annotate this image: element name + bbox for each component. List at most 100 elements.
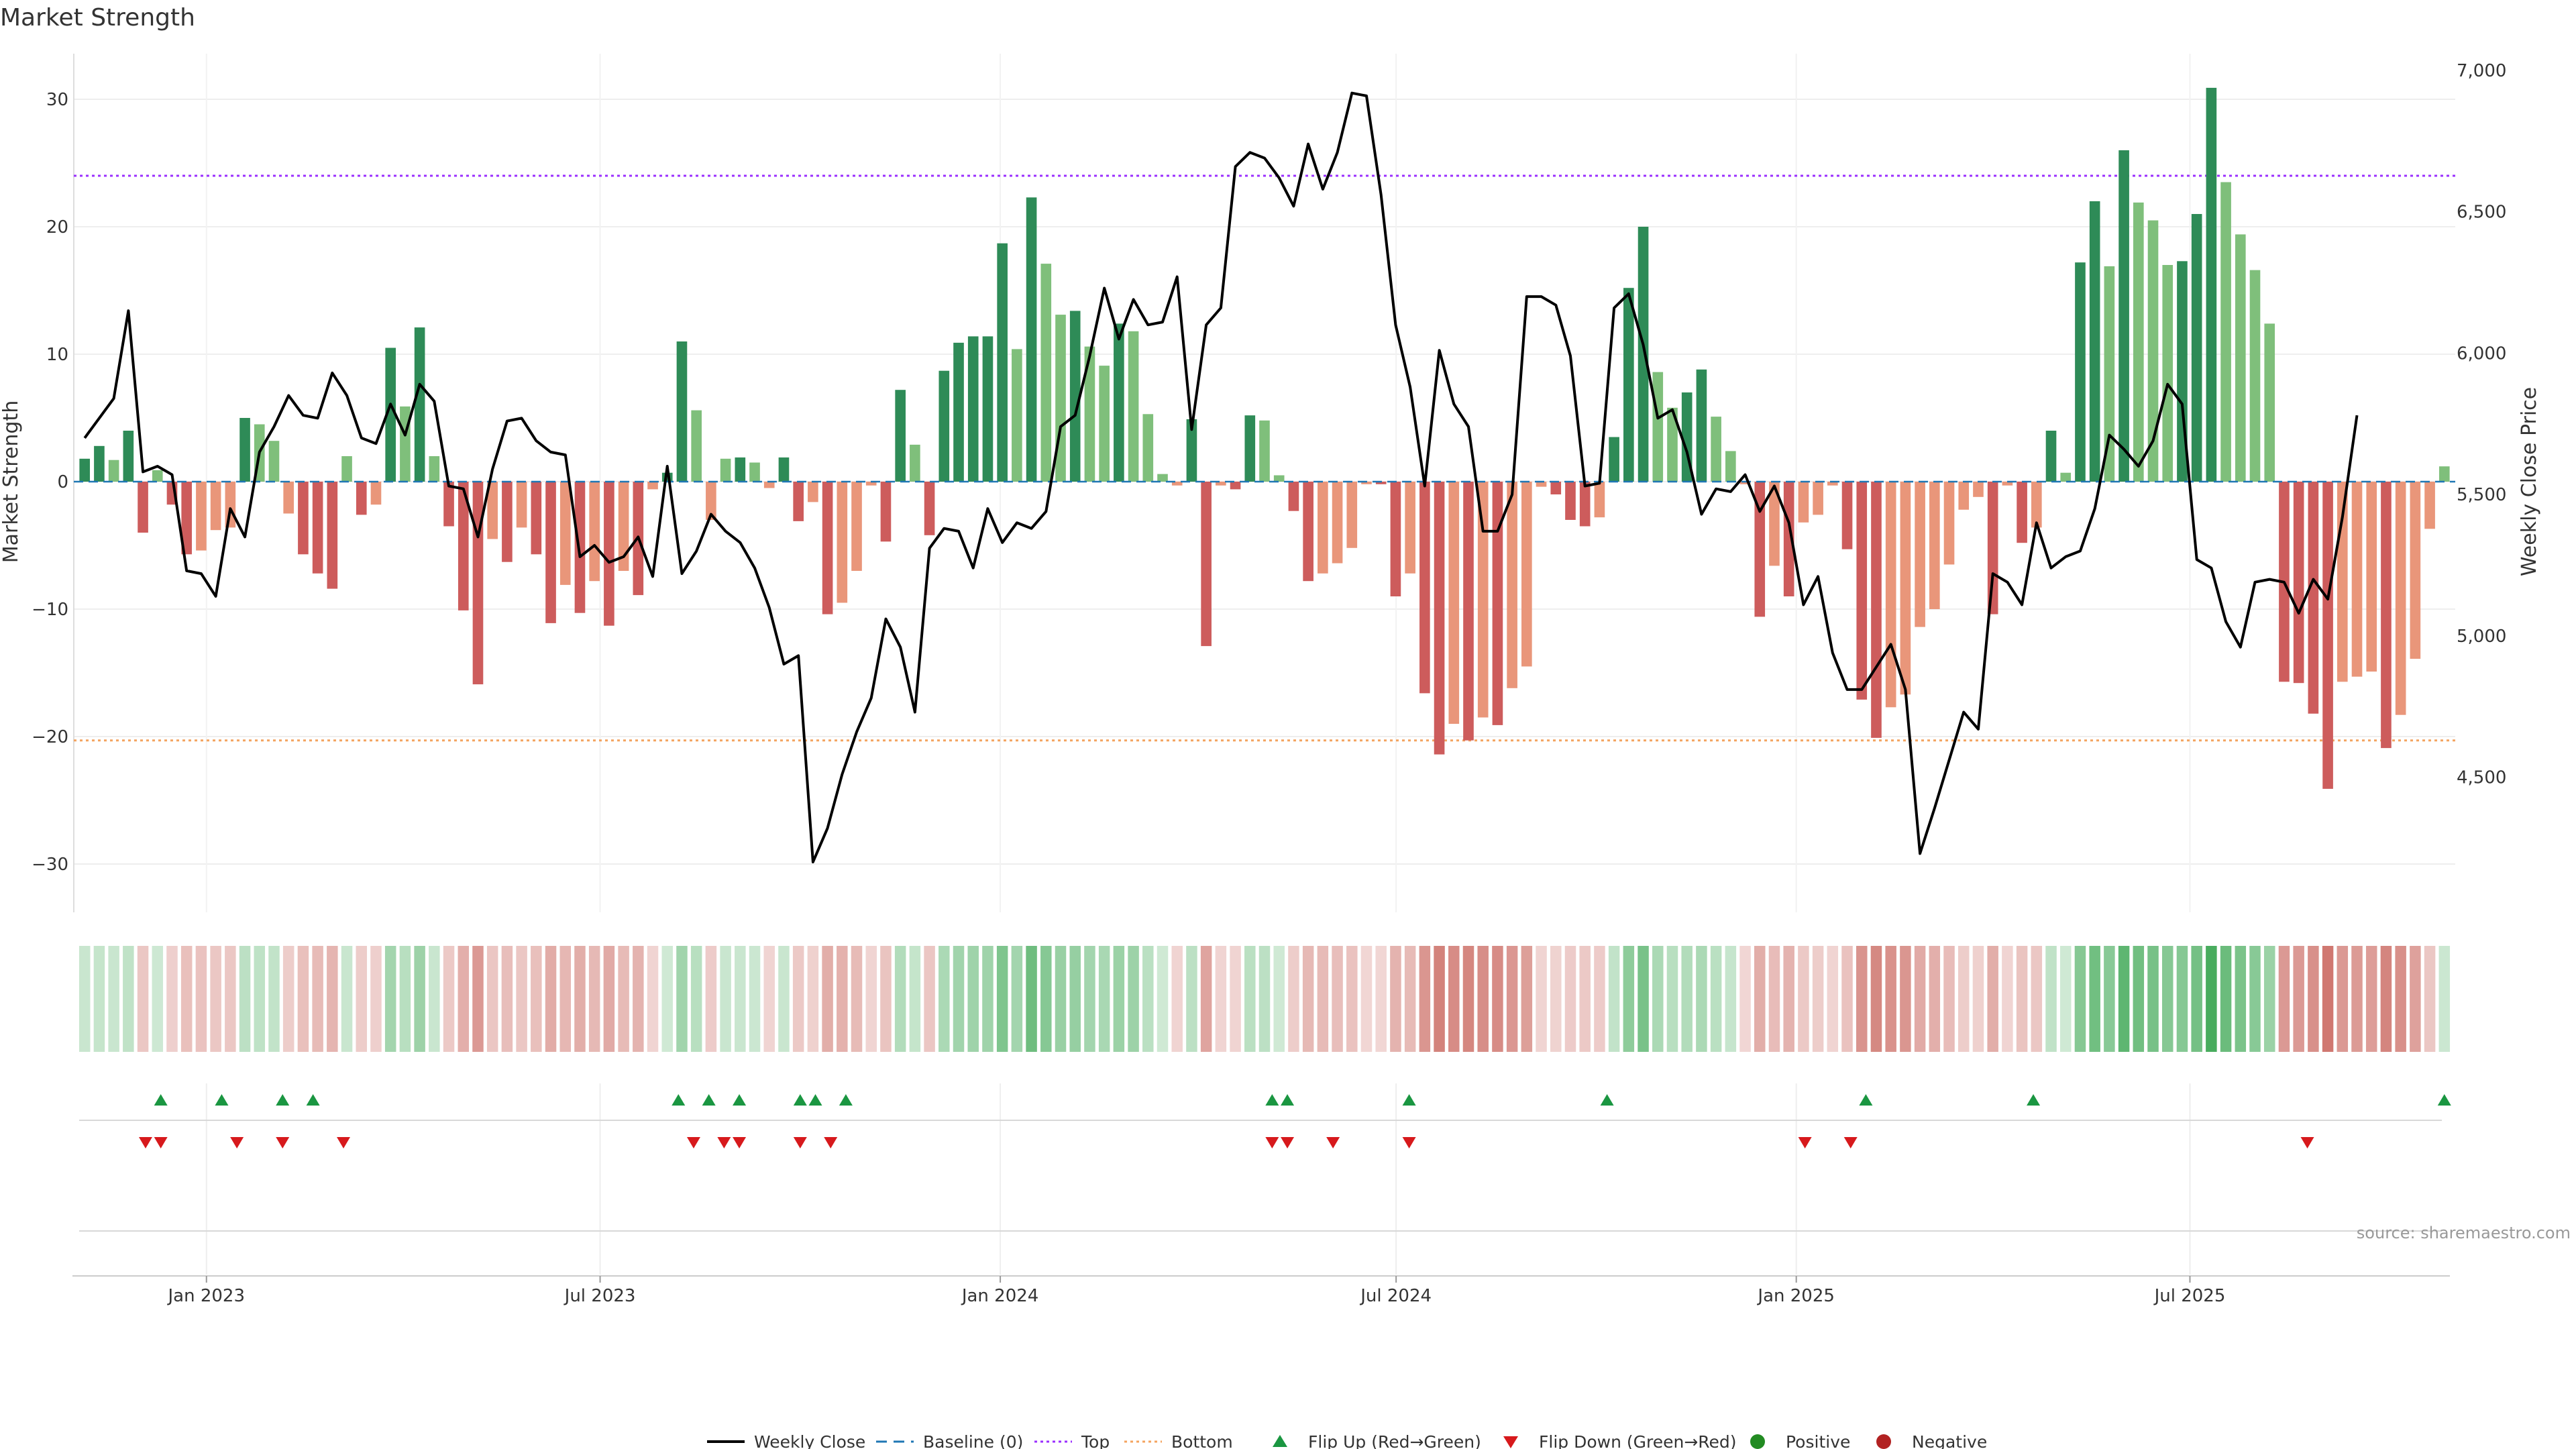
heat-cell: [1404, 946, 1416, 1052]
x-axis-ticks: Jan 2023 Jul 2023 Jan 2024 Jul 2024 Jan 2025…: [167, 1276, 2225, 1306]
heat-cell: [1288, 946, 1299, 1052]
source-note: source: sharemaestro.com: [2357, 1224, 2571, 1242]
heat-cell: [1200, 946, 1212, 1052]
strength-bar: [837, 482, 848, 603]
strength-bar: [2220, 182, 2231, 482]
strength-bar: [2104, 266, 2115, 482]
strength-bar: [1521, 482, 1532, 667]
strength-bar: [2351, 482, 2363, 677]
strength-bar: [1012, 349, 1022, 482]
strength-bar: [910, 444, 920, 482]
heat-cell: [1841, 946, 1853, 1052]
strength-bar: [778, 457, 790, 482]
heat-cell: [2176, 946, 2188, 1052]
legend-circle-icon: [1750, 1434, 1765, 1449]
legend-label: Flip Up (Red→Green): [1308, 1432, 1481, 1449]
chart-title: Market Strength: [0, 4, 195, 32]
flip-up-marker: [1859, 1094, 1873, 1106]
heat-cell: [1798, 946, 1809, 1052]
legend-negative: Negative: [1876, 1432, 1987, 1449]
strength-bar: [429, 456, 440, 482]
legend-label: Top: [1081, 1432, 1110, 1449]
strength-bar: [2366, 482, 2377, 672]
strength-bar: [2206, 87, 2217, 482]
heat-cell: [1142, 946, 1154, 1052]
strength-bar: [1798, 482, 1809, 523]
heat-cell: [414, 946, 425, 1052]
strength-bar: [312, 482, 323, 574]
legend-label: Flip Down (Green→Red): [1539, 1432, 1737, 1449]
strength-bar: [1987, 482, 1998, 614]
heat-cell: [1972, 946, 1984, 1052]
heat-cell: [1098, 946, 1110, 1052]
heat-cell: [297, 946, 309, 1052]
heat-cell: [996, 946, 1008, 1052]
heat-cell: [633, 946, 644, 1052]
heat-cell: [152, 946, 164, 1052]
strength-bar: [414, 327, 425, 482]
strength-bar: [749, 462, 760, 482]
heat-cell: [1230, 946, 1241, 1052]
heat-cell: [880, 946, 892, 1052]
strength-bar: [2045, 431, 2057, 482]
heat-cell: [1652, 946, 1664, 1052]
strength-bar: [1565, 482, 1576, 520]
heat-cell: [1273, 946, 1285, 1052]
heat-cell: [2045, 946, 2057, 1052]
flip-down-marker: [717, 1137, 731, 1148]
strength-bar: [2162, 265, 2174, 482]
strength-bar: [385, 347, 396, 482]
strength-bar: [2322, 482, 2333, 789]
strength-bar: [2235, 234, 2246, 482]
flip-up-marker: [2437, 1094, 2451, 1106]
heat-cell: [225, 946, 236, 1052]
strength-bar: [2438, 466, 2450, 482]
heat-cell: [443, 946, 455, 1052]
strength-bar: [327, 482, 338, 589]
heat-cell: [254, 946, 266, 1052]
heat-cell: [1419, 946, 1431, 1052]
heat-cell: [865, 946, 877, 1052]
heat-cell: [924, 946, 935, 1052]
heat-cell: [792, 946, 804, 1052]
strength-bar: [1273, 475, 1285, 482]
strength-bar: [516, 482, 527, 528]
heat-cell: [1827, 946, 1839, 1052]
heat-cell: [909, 946, 921, 1052]
strength-bar: [1492, 482, 1503, 725]
heat-cell: [370, 946, 382, 1052]
heat-cell: [1957, 946, 1970, 1052]
flip-up-marker: [154, 1094, 168, 1106]
heat-cell: [1681, 946, 1693, 1052]
heat-cell: [2074, 946, 2086, 1052]
legend-flip-down: Flip Down (Green→Red): [1503, 1432, 1737, 1449]
heat-cell: [180, 946, 193, 1052]
strength-bar: [589, 482, 600, 582]
strength-bar: [79, 458, 91, 482]
heat-cell: [166, 946, 178, 1052]
strength-bar: [1900, 482, 1911, 695]
heat-cell: [327, 946, 338, 1052]
heat-cell: [1084, 946, 1095, 1052]
heat-cell: [1346, 946, 1358, 1052]
heat-cell: [1258, 946, 1271, 1052]
heat-cell: [2059, 946, 2072, 1052]
heat-cell: [2191, 946, 2202, 1052]
heat-cell: [807, 946, 819, 1052]
strength-bar: [2381, 482, 2392, 749]
flip-up-marker: [1600, 1094, 1614, 1106]
strength-bar: [487, 482, 498, 539]
heat-cell: [2104, 946, 2115, 1052]
legend: Weekly Close Baseline (0) Top Bottom Flip Up…: [707, 1432, 1987, 1449]
strength-bar: [1186, 419, 1197, 482]
legend-label: Negative: [1912, 1432, 1987, 1449]
left-tick-label: 0: [57, 472, 68, 492]
heat-cell: [399, 946, 411, 1052]
heat-cell: [2220, 946, 2232, 1052]
legend-baseline: Baseline (0): [876, 1432, 1023, 1449]
legend-circle-icon: [1876, 1434, 1891, 1449]
strength-bar: [735, 457, 746, 482]
left-tick-label: −20: [32, 727, 68, 747]
flip-up-marker: [215, 1094, 229, 1106]
strength-bar: [924, 482, 935, 535]
